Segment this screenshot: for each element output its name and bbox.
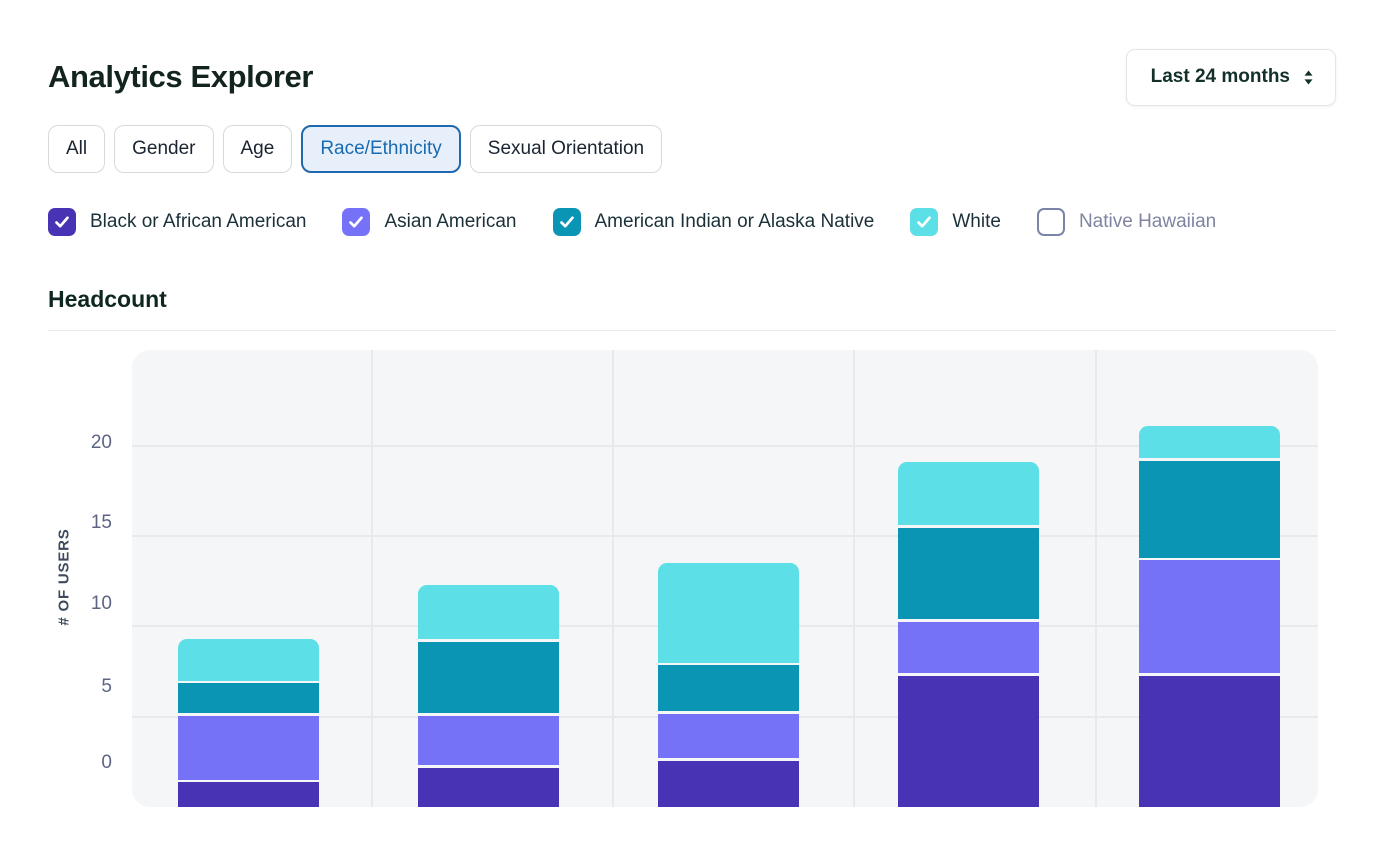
filter-native-hawaiian[interactable]: Native Hawaiian: [1036, 208, 1217, 236]
bar-segment-black-or-african-american: [178, 782, 319, 807]
bar-segment-white: [1139, 425, 1280, 459]
y-axis-tick-20: 20: [90, 432, 112, 453]
checked-checkbox-icon[interactable]: [552, 208, 581, 236]
v-gridline-4: [1095, 350, 1097, 807]
bar-segment-american-indian-or-alaska-native: [898, 527, 1039, 620]
tab-gender[interactable]: Gender: [114, 125, 214, 173]
bar-segment-asian-american: [898, 621, 1039, 674]
y-axis-tick-5: 5: [101, 676, 112, 697]
section-divider: [48, 330, 1336, 331]
stacked-bar-3: [658, 350, 799, 807]
bar-segment-black-or-african-american: [898, 675, 1039, 807]
unchecked-checkbox-icon[interactable]: [1036, 208, 1065, 236]
y-axis-tick-15: 15: [90, 512, 112, 533]
analytics-page: Analytics Explorer Last 24 months All Gen…: [0, 0, 1384, 807]
filter-label: Black or African American: [90, 211, 307, 232]
time-range-label: Last 24 months: [1150, 66, 1290, 87]
checked-checkbox-icon[interactable]: [342, 208, 371, 236]
bar-segment-american-indian-or-alaska-native: [1139, 460, 1280, 558]
bar-segment-asian-american: [1139, 560, 1280, 674]
chart-plot-area: [132, 350, 1318, 807]
bar-segment-asian-american: [178, 715, 319, 780]
bar-segment-american-indian-or-alaska-native: [658, 665, 799, 712]
category-tabs: All Gender Age Race/Ethnicity Sexual Orienta…: [48, 125, 1336, 173]
tab-all[interactable]: All: [48, 125, 106, 173]
page-title: Analytics Explorer: [48, 59, 314, 94]
time-range-selector[interactable]: Last 24 months: [1125, 48, 1336, 106]
filter-asian-american[interactable]: Asian American: [342, 208, 517, 236]
bar-segment-white: [658, 563, 799, 663]
filter-legend: Black or African American Asian American A…: [48, 208, 1336, 236]
filter-label: Asian American: [384, 211, 517, 232]
tab-sexual-orientation[interactable]: Sexual Orientation: [469, 125, 663, 173]
v-gridline-3: [853, 350, 855, 807]
filter-american-indian-or-alaska-native[interactable]: American Indian or Alaska Native: [552, 208, 875, 236]
v-gridline-1: [371, 350, 373, 807]
headcount-chart: # OF USERS 20 15 10 5 0: [0, 350, 1384, 807]
stacked-bar-1: [178, 350, 319, 807]
bar-segment-white: [178, 639, 319, 681]
updown-arrows-icon: [1302, 69, 1315, 86]
checked-checkbox-icon[interactable]: [910, 208, 939, 236]
filter-label: American Indian or Alaska Native: [594, 211, 875, 232]
bar-segment-white: [418, 584, 559, 640]
bar-segment-american-indian-or-alaska-native: [418, 641, 559, 714]
bar-segment-asian-american: [418, 715, 559, 766]
stacked-bar-4: [898, 350, 1039, 807]
filter-label: White: [952, 211, 1001, 232]
v-gridline-2: [612, 350, 614, 807]
header: Analytics Explorer Last 24 months: [48, 0, 1336, 106]
filter-label: Native Hawaiian: [1078, 211, 1217, 232]
h-gridline-20: [132, 444, 1318, 447]
stacked-bar-5: [1139, 350, 1280, 807]
tab-race-ethnicity[interactable]: Race/Ethnicity: [301, 125, 461, 173]
tab-age[interactable]: Age: [222, 125, 293, 173]
h-gridline-15: [132, 535, 1318, 538]
bar-segment-american-indian-or-alaska-native: [178, 683, 319, 714]
bar-segment-black-or-african-american: [658, 760, 799, 807]
y-axis-tick-0: 0: [101, 752, 112, 773]
bar-segment-asian-american: [658, 713, 799, 759]
y-axis-tick-10: 10: [90, 593, 112, 614]
stacked-bar-2: [418, 350, 559, 807]
filter-white[interactable]: White: [910, 208, 1001, 236]
bar-segment-white: [898, 462, 1039, 526]
bar-segment-black-or-african-american: [1139, 675, 1280, 807]
bar-segment-black-or-african-american: [418, 767, 559, 807]
filter-black-or-african-american[interactable]: Black or African American: [48, 208, 306, 236]
checked-checkbox-icon[interactable]: [48, 208, 76, 236]
section-title: Headcount: [48, 286, 167, 312]
